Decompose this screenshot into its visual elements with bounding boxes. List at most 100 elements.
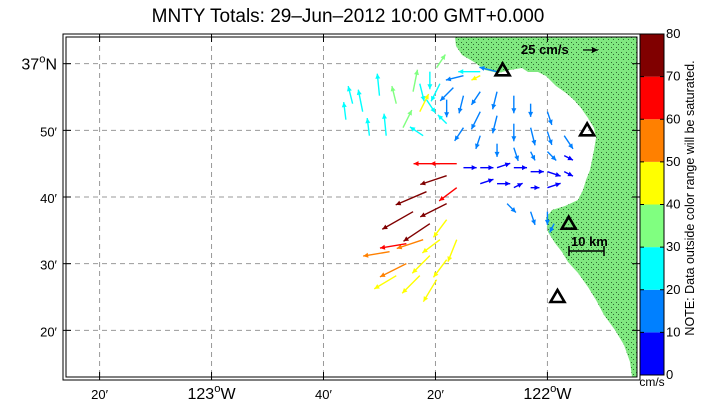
vector-head	[471, 99, 477, 105]
colorbar-segment	[640, 119, 664, 162]
longitude-labels: 20′ 123oW 40′ 20′ 122oW	[91, 383, 572, 403]
vector-head	[407, 110, 412, 116]
vector-head	[505, 181, 511, 187]
vector-head	[445, 76, 452, 82]
colorbar-segment	[640, 34, 664, 77]
colorbar-tick-label: 70	[666, 69, 680, 84]
vector-head	[454, 135, 460, 141]
colorbar-segment	[640, 76, 664, 120]
current-vectors	[341, 54, 574, 303]
vector-head	[365, 118, 371, 124]
colorbar: 0 10 20 30 40 50 60 70 80	[639, 26, 680, 382]
vector-head	[402, 287, 408, 294]
vector-head	[475, 143, 480, 149]
vector-head	[422, 247, 428, 253]
colorbar-segment	[640, 161, 664, 205]
lon-label: 20′	[91, 387, 108, 402]
colorbar-tick-label: 20	[666, 282, 680, 297]
vector-head	[403, 236, 410, 242]
scale-arrow-label: 25 cm/s	[521, 42, 569, 57]
vector-head	[471, 123, 476, 130]
vector-head	[494, 151, 500, 157]
lon-label: 123oW	[188, 383, 237, 403]
vector-head	[346, 86, 352, 92]
vector-head	[488, 165, 494, 171]
station-marker	[548, 287, 567, 304]
vector-head	[567, 155, 574, 161]
station-marker	[493, 60, 512, 77]
vector-head	[396, 244, 403, 250]
vector-head	[420, 180, 426, 186]
vector-head	[522, 165, 528, 171]
vector-head	[440, 54, 446, 61]
vector-head	[341, 102, 347, 108]
lon-label: 20′	[427, 387, 444, 402]
vector-head	[439, 195, 445, 201]
vector-head	[547, 139, 553, 145]
distance-scale-bar: 10 km	[568, 234, 608, 256]
vector-head	[447, 256, 453, 262]
vector-head	[379, 244, 386, 250]
vector-head	[430, 107, 436, 113]
distance-scale-label: 10 km	[571, 234, 608, 249]
vector-head	[414, 69, 419, 76]
vector-head	[433, 271, 439, 278]
colorbar-segment	[640, 332, 664, 375]
colorbar-segment	[640, 289, 664, 333]
lat-label: 37oN	[21, 54, 57, 74]
vector-head	[395, 200, 402, 206]
colorbar-unit: cm/s	[639, 375, 664, 389]
vector-head	[487, 178, 494, 184]
vector-head	[457, 107, 463, 114]
vector-head	[504, 162, 511, 168]
vector-head	[530, 154, 536, 161]
vector-head	[374, 284, 380, 289]
vector-head	[511, 108, 517, 114]
colorbar-tick-label: 40	[666, 197, 680, 212]
radar-stations	[493, 60, 597, 304]
scale-arrow: 25 cm/s	[521, 42, 598, 57]
vector-head	[423, 296, 429, 302]
vector-head	[440, 95, 446, 101]
vector-head	[511, 136, 517, 142]
vector-head	[375, 73, 381, 79]
vector-head	[534, 185, 540, 191]
lon-label: 40′	[315, 387, 332, 402]
station-marker	[577, 120, 597, 137]
vector-head	[363, 252, 369, 258]
vector-head	[538, 169, 544, 175]
land	[455, 37, 637, 377]
vector-head	[382, 224, 388, 230]
colorbar-tick-label: 80	[666, 26, 680, 41]
vector-head	[356, 89, 362, 96]
colorbar-tick-label: 50	[666, 154, 680, 169]
station-marker	[559, 214, 578, 230]
colorbar-tick-label: 60	[666, 111, 680, 126]
lat-label: 30′	[40, 258, 57, 273]
colorbar-segment	[640, 247, 664, 290]
scale-arrow-head	[592, 47, 598, 53]
vector-head	[531, 139, 537, 146]
plot-area: 25 cm/s 10 km	[66, 37, 637, 377]
vector-head	[544, 219, 550, 225]
land-texture	[455, 37, 637, 377]
vector-head	[528, 111, 534, 117]
vector-head	[433, 231, 439, 238]
vector-head	[427, 84, 433, 90]
colorbar-tick-label: 10	[666, 324, 680, 339]
vector-head	[555, 182, 561, 188]
lat-label: 40′	[40, 191, 57, 206]
vector-head	[444, 112, 450, 118]
saturation-note: NOTE: Data outside color range will be s…	[683, 60, 697, 335]
vector-head	[514, 155, 520, 161]
vector-head	[437, 114, 444, 121]
vector-head	[420, 95, 426, 102]
colorbar-tick-label: 30	[666, 239, 680, 254]
vector-head	[424, 94, 429, 100]
vector-head	[379, 272, 386, 277]
colorbar-segment	[640, 204, 664, 248]
vector-head	[471, 165, 477, 171]
vector-head	[549, 226, 555, 233]
vector-head	[491, 103, 497, 110]
vector-head	[413, 161, 419, 167]
